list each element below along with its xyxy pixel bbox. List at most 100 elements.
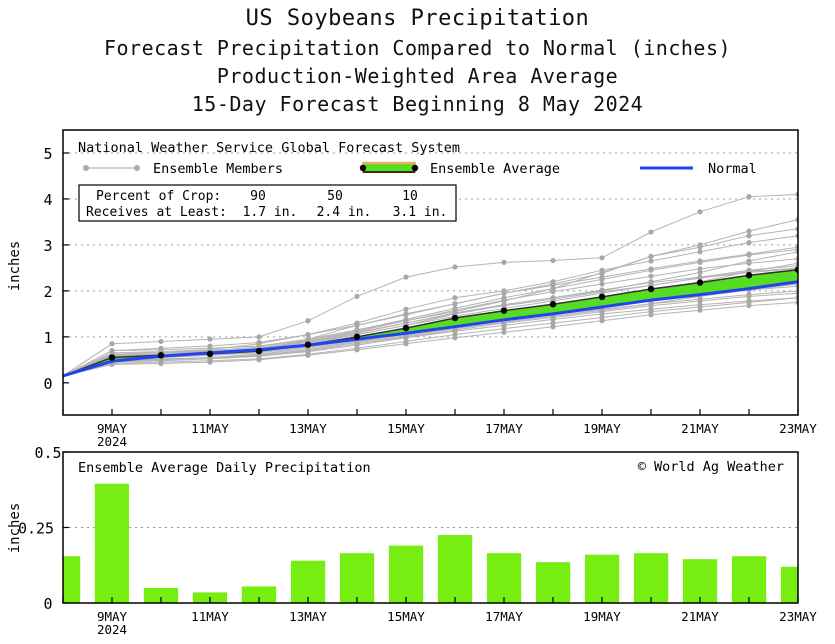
legend-system: National Weather Service Global Forecast… xyxy=(78,140,460,156)
top-x-tick-label: 9MAY xyxy=(97,421,128,436)
ensemble-member-point xyxy=(305,348,311,354)
ensemble-member-point xyxy=(599,267,605,273)
top-y-tick-label: 2 xyxy=(43,283,52,301)
ensemble-member-point xyxy=(256,334,262,340)
ensemble-member-point xyxy=(550,324,556,330)
ensemble-member-line xyxy=(63,297,798,377)
ensemble-member-point xyxy=(599,281,605,287)
ensemble-member-point xyxy=(305,318,311,324)
ensemble-member-point xyxy=(403,334,409,340)
normal-line xyxy=(63,280,798,378)
copyright: © World Ag Weather xyxy=(638,459,784,475)
ensemble-member-point xyxy=(158,358,164,364)
daily-precip-bar xyxy=(437,535,473,603)
ensemble-member-point xyxy=(746,233,752,239)
ensemble-member-point xyxy=(599,318,605,324)
crop-table-frame xyxy=(78,184,457,222)
ensemble-member-point xyxy=(697,302,703,308)
ensemble-member-point xyxy=(648,258,654,264)
ensemble-member-point xyxy=(403,318,409,324)
crop-amount-50: 2.4 in. xyxy=(317,205,372,220)
daily-precip-bar xyxy=(486,553,522,603)
ensemble-member-point xyxy=(403,312,409,318)
crop-table: Percent of Crop: Receives at Least: 90 5… xyxy=(78,184,457,222)
ensemble-member-point xyxy=(305,331,311,338)
ensemble-average-point xyxy=(353,333,361,341)
ensemble-average-point xyxy=(206,350,214,358)
top-x-tick-label: 23MAY xyxy=(779,421,817,436)
ensemble-member-point xyxy=(452,327,458,333)
legend: National Weather Service Global Forecast… xyxy=(78,140,757,177)
legend-members-label: Ensemble Members xyxy=(153,161,283,177)
ensemble-member-point xyxy=(746,228,752,234)
ensemble-member-point xyxy=(697,244,703,250)
top-x-tick-label: 13MAY xyxy=(289,421,327,436)
bottom-y-tick-label: 0.25 xyxy=(18,520,54,538)
ensemble-member-point xyxy=(599,255,605,261)
ensemble-member-point xyxy=(697,275,703,281)
top-y-tick-label: 3 xyxy=(43,237,52,255)
ensemble-average-point xyxy=(157,352,165,359)
ensemble-member-point xyxy=(746,260,752,266)
ensemble-member-point xyxy=(354,293,360,300)
daily-precip-bar xyxy=(780,566,798,603)
top-x-axis: 9MAY 11MAY 13MAY 15MAY 17MAY 19MAY 21MAY 23MAY 2… xyxy=(62,409,817,449)
ensemble-member-point xyxy=(403,306,409,312)
bottom-y-tick-label: 0.5 xyxy=(34,444,61,462)
daily-precip-bar xyxy=(94,483,130,603)
bottom-y-axis: 0 0.25 0.5 xyxy=(18,444,69,613)
ensemble-member-point xyxy=(550,314,556,321)
ensemble-member-point xyxy=(746,240,752,246)
top-x-tick-label: 11MAY xyxy=(191,421,229,436)
ensemble-member-line xyxy=(63,193,798,377)
ensemble-member-point xyxy=(207,343,213,349)
ensemble-average-point xyxy=(255,347,263,355)
ensemble-member-line xyxy=(63,258,798,377)
ensemble-member-point xyxy=(501,297,507,303)
ensemble-member-point xyxy=(697,269,703,276)
daily-bars xyxy=(63,483,798,603)
ensemble-member-point xyxy=(452,307,458,313)
ensemble-member-line xyxy=(63,301,798,377)
ensemble-average-point xyxy=(500,307,508,314)
ensemble-member-point xyxy=(501,290,507,296)
ensemble-member-point xyxy=(550,320,556,326)
ensemble-member-point xyxy=(109,341,115,347)
ensemble-member-point xyxy=(648,266,654,272)
ensemble-member-point xyxy=(256,353,262,359)
top-y-tick-label: 0 xyxy=(43,375,52,393)
ensemble-member-point xyxy=(158,345,164,351)
ensemble-member-point xyxy=(256,357,262,363)
ensemble-member-point xyxy=(697,258,703,264)
crop-percent-90: 90 xyxy=(250,189,266,204)
ensemble-member-point xyxy=(501,329,507,335)
top-x-tick-label: 17MAY xyxy=(485,421,523,436)
ensemble-member-point xyxy=(452,301,458,307)
ensemble-average-point xyxy=(647,285,655,293)
main-title: US Soybeans Precipitation xyxy=(245,6,590,31)
subtitle-3: 15-Day Forecast Beginning 8 May 2024 xyxy=(191,92,644,116)
daily-precip-bar xyxy=(535,562,571,603)
daily-precip-bar xyxy=(633,553,669,603)
ensemble-member-point xyxy=(550,282,556,288)
ensemble-member-point xyxy=(501,259,507,265)
ensemble-member-point xyxy=(648,253,654,260)
daily-precip-bar xyxy=(63,556,81,603)
ensemble-member-point xyxy=(648,306,654,312)
ensemble-member-point xyxy=(305,352,311,358)
ensemble-average-band xyxy=(63,269,798,376)
crop-row1-label: Percent of Crop: xyxy=(96,189,221,204)
bottom-y-tick-label: 0 xyxy=(43,595,52,613)
legend-average-label: Ensemble Average xyxy=(430,161,560,177)
daily-precip-bar xyxy=(339,553,375,603)
ensemble-member-point xyxy=(354,322,360,328)
crop-percent-50: 50 xyxy=(327,189,343,204)
ensemble-member-point xyxy=(109,348,115,354)
bottom-panel-title: Ensemble Average Daily Precipitation xyxy=(78,460,371,476)
ensemble-member-point xyxy=(452,335,458,341)
daily-precip-bar xyxy=(290,560,326,603)
top-y-tick-label: 1 xyxy=(43,329,52,347)
ensemble-member-point xyxy=(697,249,703,255)
ensemble-member-point xyxy=(746,302,752,309)
ensemble-member-point xyxy=(354,347,360,353)
